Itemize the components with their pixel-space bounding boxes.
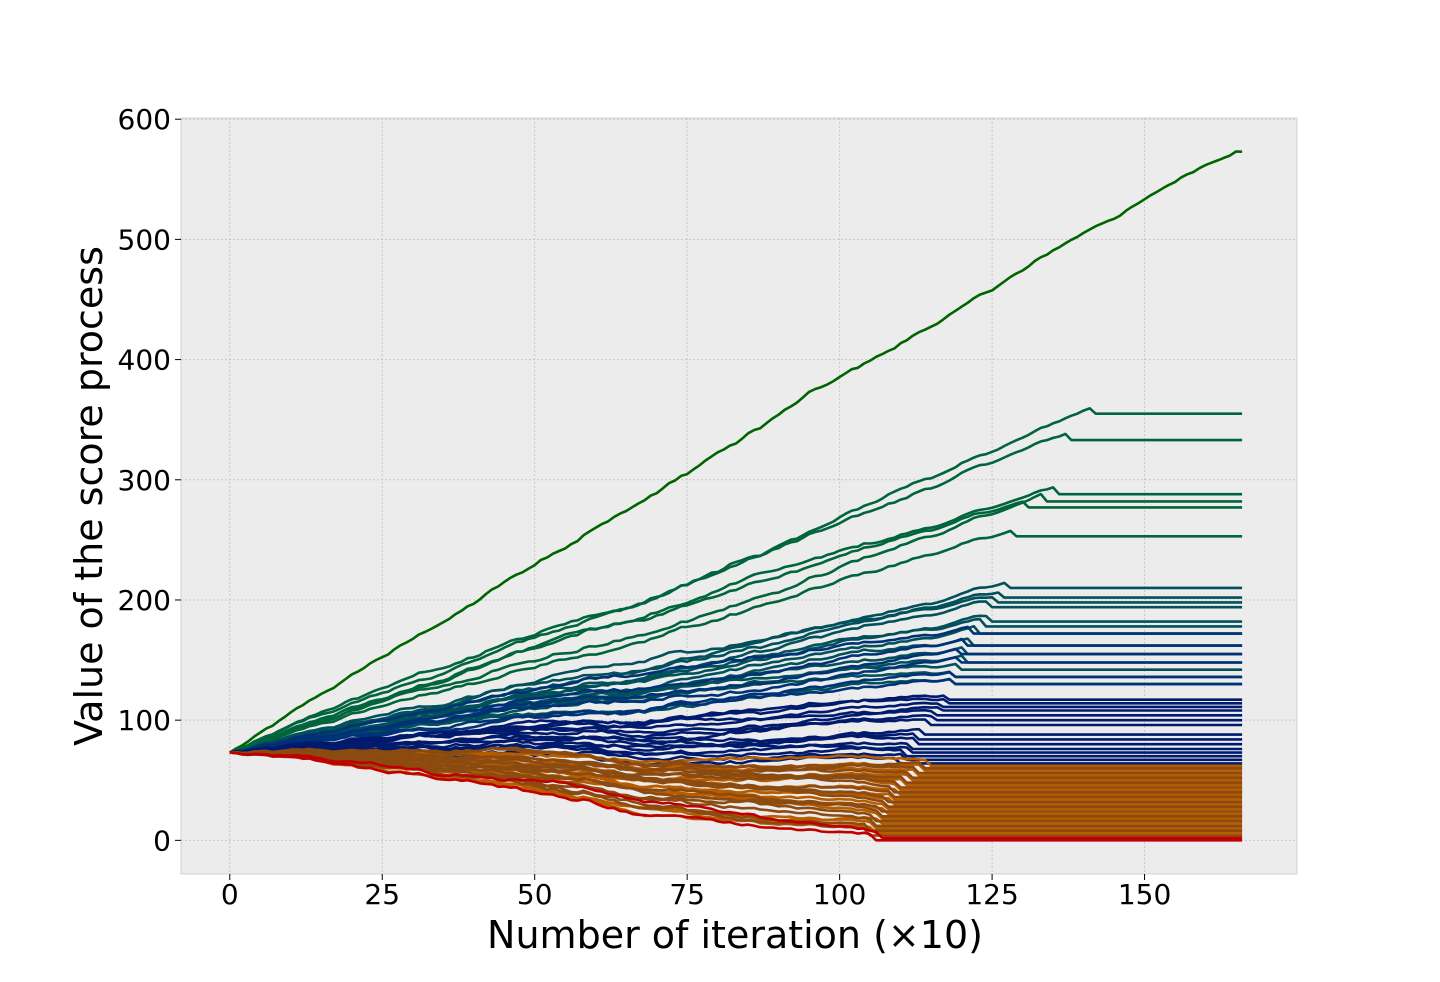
y-tick-label: 600 [118,103,171,136]
y-tick-label: 200 [118,584,171,617]
y-tick-label: 500 [118,223,171,256]
score-line [229,751,1243,808]
score-line [229,749,1243,789]
x-tick-label: 75 [669,878,705,911]
score-line [229,655,1243,754]
score-line [229,529,1243,754]
x-tick-label: 150 [1118,878,1171,911]
axes: 0 25 50 75 100 125 150 0 100 200 300 400 500 600 [118,103,1298,911]
x-axis-label: Number of iteration (×10) [487,913,983,957]
score-line [229,486,1243,754]
y-tick-label: 300 [118,464,171,497]
grid-lines [181,118,1297,874]
score-line [229,746,1243,780]
score-line [229,500,1243,754]
y-axis-label: Value of the score process [67,246,111,746]
x-tick-label: 25 [364,878,400,911]
score-process-lines [229,150,1243,842]
y-tick-label: 400 [118,344,171,377]
score-line [229,625,1243,754]
score-line [229,718,1243,754]
plot-frame [180,117,1298,875]
x-tick-label: 125 [965,878,1018,911]
x-tick-label: 0 [221,878,239,911]
y-tick-label: 100 [118,704,171,737]
score-line [229,677,1243,754]
score-line [229,751,1243,840]
x-tick-label: 100 [813,878,866,911]
score-line [229,735,1243,758]
score-line [229,624,1243,754]
score-line [229,432,1243,754]
y-tick-label: 0 [153,824,171,857]
score-line [229,150,1243,754]
score-line [229,492,1243,754]
x-tick-label: 50 [517,878,553,911]
score-line [229,751,1243,842]
score-line [229,596,1243,754]
